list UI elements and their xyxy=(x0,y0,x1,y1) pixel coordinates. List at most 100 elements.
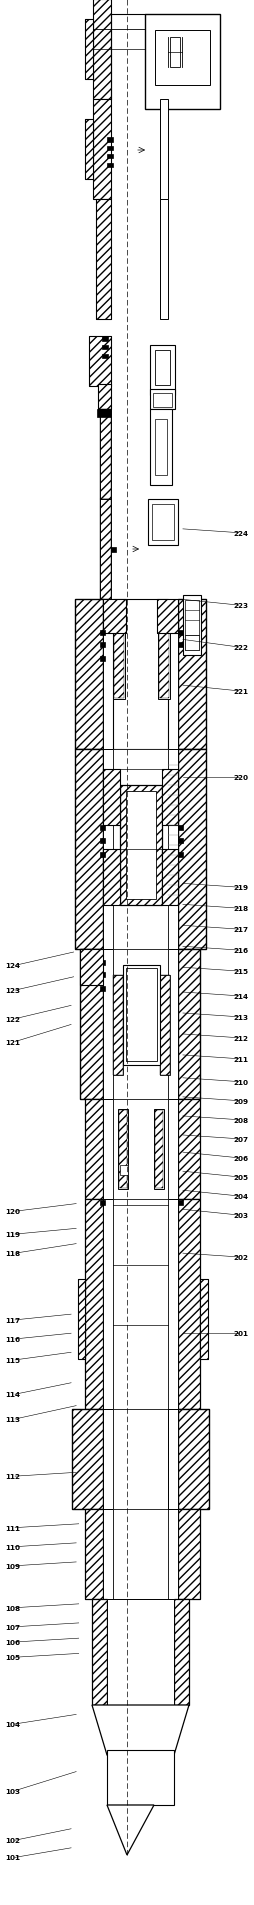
Bar xyxy=(72,1410,103,1509)
Text: 104: 104 xyxy=(5,1720,20,1728)
Bar xyxy=(160,975,170,1076)
Bar xyxy=(168,949,178,1099)
Bar xyxy=(178,600,206,749)
Bar xyxy=(113,1200,168,1410)
Bar xyxy=(200,1280,208,1360)
Bar xyxy=(100,499,111,600)
Bar xyxy=(103,850,120,905)
Bar xyxy=(178,949,200,1099)
Bar xyxy=(170,38,180,69)
Bar xyxy=(97,410,111,417)
Bar xyxy=(80,949,103,985)
Bar xyxy=(160,975,170,1076)
Bar xyxy=(103,1509,113,1598)
Text: 209: 209 xyxy=(234,1097,249,1105)
Bar xyxy=(72,1410,103,1509)
Bar xyxy=(107,164,113,168)
Bar xyxy=(103,749,113,949)
Bar xyxy=(80,949,103,1099)
Text: 120: 120 xyxy=(5,1208,20,1215)
Bar xyxy=(103,949,113,1099)
Bar xyxy=(178,1200,183,1206)
Bar xyxy=(85,1099,103,1200)
Text: 115: 115 xyxy=(5,1356,20,1364)
Bar xyxy=(162,770,178,825)
Bar xyxy=(155,30,210,86)
Bar xyxy=(100,499,111,600)
Bar xyxy=(103,1200,113,1410)
Text: 114: 114 xyxy=(5,1391,20,1398)
Text: 108: 108 xyxy=(5,1604,20,1612)
Text: 213: 213 xyxy=(234,1013,249,1021)
Bar xyxy=(113,600,125,699)
Bar xyxy=(80,949,103,985)
Text: 202: 202 xyxy=(234,1253,249,1261)
Bar xyxy=(103,1099,113,1200)
Text: 124: 124 xyxy=(5,962,20,970)
Text: 103: 103 xyxy=(5,1787,20,1795)
Text: 121: 121 xyxy=(5,1038,20,1046)
Bar xyxy=(107,1598,174,1705)
Bar xyxy=(92,1598,107,1705)
Bar xyxy=(103,770,120,825)
Text: 204: 204 xyxy=(234,1193,249,1200)
Bar xyxy=(183,596,201,655)
Text: 203: 203 xyxy=(234,1212,249,1219)
Bar xyxy=(162,850,178,905)
Bar xyxy=(100,960,105,966)
Bar xyxy=(154,1109,164,1189)
Text: 216: 216 xyxy=(234,947,249,954)
Bar xyxy=(102,347,108,351)
Bar xyxy=(174,1598,189,1705)
Bar xyxy=(155,419,167,476)
Bar xyxy=(118,1109,128,1189)
Bar xyxy=(100,825,105,831)
Bar xyxy=(93,0,111,99)
Bar xyxy=(85,1099,103,1200)
Bar xyxy=(155,351,170,387)
Bar xyxy=(85,1200,103,1410)
Bar xyxy=(100,1200,105,1206)
Text: 219: 219 xyxy=(234,884,249,892)
Text: 210: 210 xyxy=(234,1078,249,1086)
Bar xyxy=(114,600,124,699)
Bar xyxy=(157,600,178,634)
Bar xyxy=(120,785,162,905)
Bar xyxy=(93,0,111,99)
Bar xyxy=(93,99,111,200)
Polygon shape xyxy=(107,1806,154,1855)
Bar xyxy=(168,749,178,949)
Bar xyxy=(160,200,168,320)
Bar xyxy=(98,385,111,410)
Bar xyxy=(178,631,183,636)
Bar xyxy=(185,600,199,652)
Bar xyxy=(120,785,162,905)
Bar xyxy=(150,391,175,410)
Bar xyxy=(100,410,111,499)
Text: 112: 112 xyxy=(5,1473,20,1480)
Bar xyxy=(157,600,178,634)
Text: 208: 208 xyxy=(234,1116,249,1124)
Bar xyxy=(113,949,168,1099)
Text: 122: 122 xyxy=(5,1015,20,1023)
Bar xyxy=(178,1509,200,1598)
Bar xyxy=(85,120,93,179)
Bar xyxy=(75,749,103,949)
Bar xyxy=(78,1280,85,1360)
Text: 214: 214 xyxy=(234,993,249,1000)
Bar xyxy=(162,850,178,905)
Bar xyxy=(178,853,183,857)
Text: 109: 109 xyxy=(5,1562,20,1570)
Bar xyxy=(107,147,113,150)
Bar xyxy=(178,1200,200,1410)
Bar xyxy=(178,1410,209,1509)
Bar xyxy=(178,1200,200,1410)
Bar xyxy=(123,966,160,1065)
Bar xyxy=(96,200,111,320)
Bar xyxy=(178,642,183,648)
Text: 215: 215 xyxy=(234,968,249,975)
Bar xyxy=(100,410,111,499)
Text: 212: 212 xyxy=(234,1034,249,1042)
Bar xyxy=(113,975,123,1076)
Bar xyxy=(103,600,113,749)
